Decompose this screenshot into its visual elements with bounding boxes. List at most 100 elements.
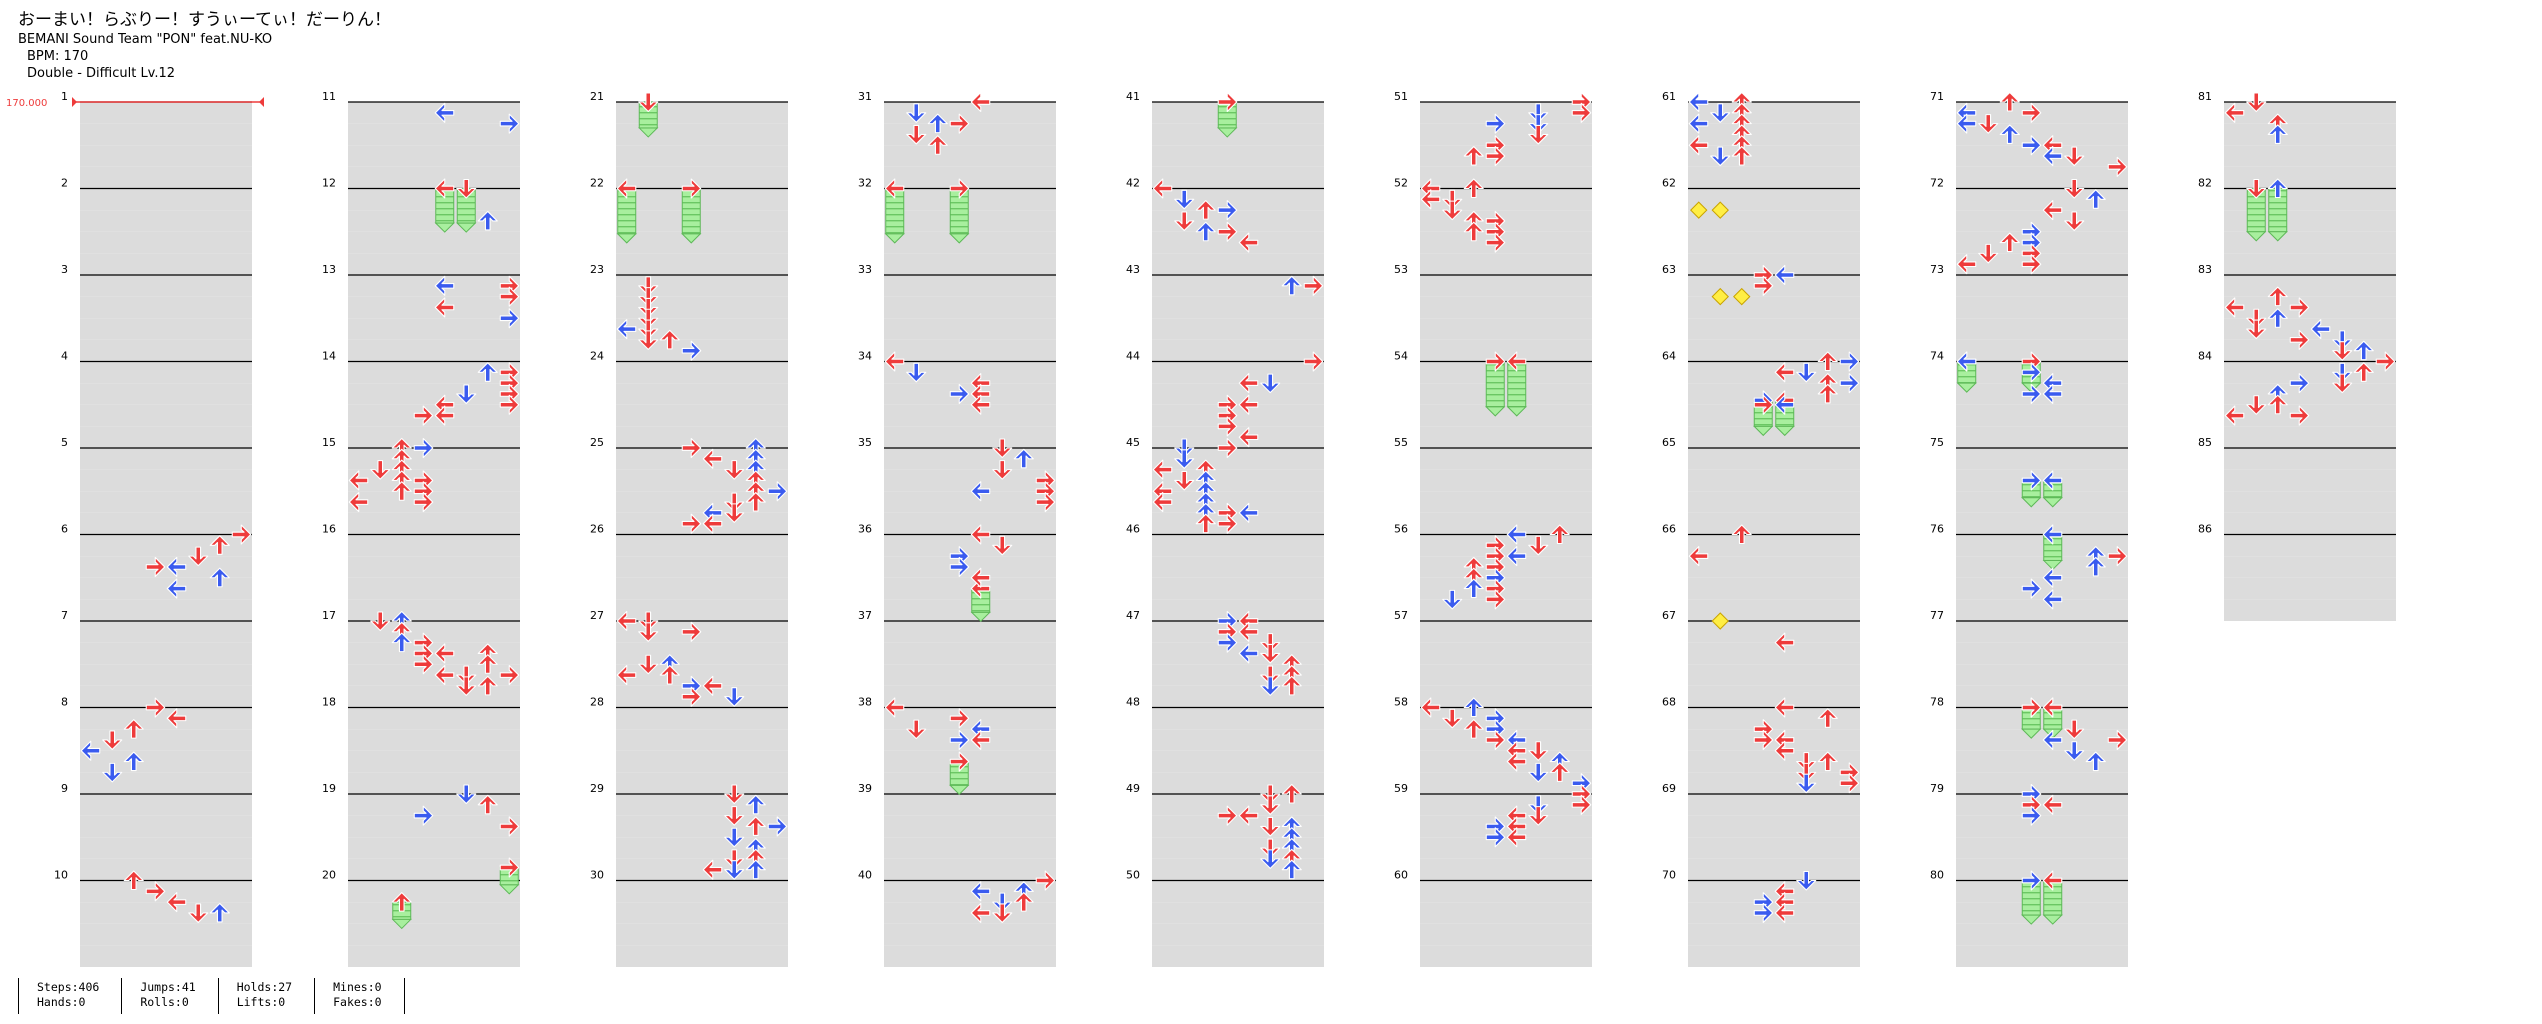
measure-number: 3 xyxy=(61,263,68,276)
red-arrow-note xyxy=(2042,135,2063,156)
beat-band xyxy=(1152,253,1324,275)
beat-band xyxy=(1956,188,2128,211)
beat-band xyxy=(1420,145,1592,167)
red-arrow-note xyxy=(681,178,702,199)
beat-band xyxy=(348,491,520,513)
measure-number: 72 xyxy=(1930,177,1944,190)
red-arrow-note xyxy=(1774,632,1795,653)
beat-band xyxy=(80,772,252,794)
red-arrow-note xyxy=(1978,114,1999,134)
red-arrow-note xyxy=(1238,610,1259,632)
beat-band xyxy=(1688,837,1860,859)
stat-steps: Steps:406 xyxy=(37,980,100,994)
beat-band xyxy=(1688,923,1860,946)
red-arrow-note xyxy=(724,849,745,869)
measure-number: 55 xyxy=(1394,436,1408,449)
red-arrow-note xyxy=(1753,275,1774,296)
beat-band xyxy=(1688,318,1860,340)
beat-band xyxy=(1956,318,2128,340)
blue-arrow-note xyxy=(1217,610,1238,632)
measure-number: 74 xyxy=(1930,350,1944,363)
red-arrow-note xyxy=(1817,708,1838,728)
red-arrow-note xyxy=(1528,741,1549,761)
blue-arrow-note xyxy=(992,892,1013,913)
red-arrow-note xyxy=(1463,178,1484,199)
beat-band xyxy=(80,858,252,881)
red-arrow-note xyxy=(2107,546,2128,567)
beat-band xyxy=(2224,512,2396,535)
blue-arrow-note xyxy=(616,319,637,340)
beat-band xyxy=(1420,275,1592,297)
red-arrow-note xyxy=(102,730,123,750)
beat-band xyxy=(348,534,520,557)
blue-arrow-note xyxy=(2085,751,2106,772)
beat-band xyxy=(1688,642,1860,665)
beat-band xyxy=(1688,772,1860,794)
blue-arrow-note xyxy=(970,719,991,740)
beat-band xyxy=(616,296,788,319)
beat-band xyxy=(616,577,788,600)
red-arrow-note xyxy=(1238,394,1259,415)
red-arrow-note xyxy=(1528,535,1549,556)
beat-band xyxy=(616,858,788,881)
beat-band xyxy=(616,469,788,492)
measure-number: 23 xyxy=(590,263,604,276)
red-arrow-note xyxy=(1260,633,1281,653)
red-arrow-note xyxy=(1217,91,1238,113)
beat-band xyxy=(884,902,1056,924)
beat-band xyxy=(1956,556,2128,578)
blue-arrow-note xyxy=(1238,502,1259,523)
red-arrow-note xyxy=(1796,762,1817,783)
beat-band xyxy=(1420,945,1592,967)
beat-band xyxy=(616,188,788,211)
red-arrow-note xyxy=(1978,243,1999,264)
blue-arrow-note xyxy=(2267,308,2288,328)
blue-arrow-note xyxy=(1217,632,1238,653)
hold-tail xyxy=(1774,425,1795,437)
blue-arrow-note xyxy=(123,751,144,772)
red-arrow-note xyxy=(1035,481,1056,502)
beat-band xyxy=(80,404,252,427)
beat-band xyxy=(1420,772,1592,794)
hold-tail xyxy=(949,784,970,796)
red-arrow-note xyxy=(456,178,477,199)
beat-band xyxy=(2224,145,2396,167)
beat-band xyxy=(348,642,520,665)
beat-band xyxy=(616,729,788,751)
beat-band xyxy=(1420,858,1592,881)
beat-band xyxy=(348,664,520,686)
red-arrow-note xyxy=(2021,243,2042,264)
beat-band xyxy=(80,664,252,686)
red-arrow-note xyxy=(970,578,991,599)
red-arrow-note xyxy=(477,654,498,674)
measure-number: 78 xyxy=(1930,696,1944,709)
beat-band xyxy=(616,275,788,297)
measure-number: 28 xyxy=(590,696,604,709)
stat-rolls: Rolls:0 xyxy=(140,995,189,1009)
beat-band xyxy=(2224,448,2396,470)
red-arrow-note xyxy=(1485,546,1506,567)
beat-band xyxy=(1420,166,1592,189)
beat-band xyxy=(2224,383,2396,405)
beat-band xyxy=(348,339,520,362)
red-arrow-note xyxy=(1260,784,1281,805)
beat-band xyxy=(1956,923,2128,946)
beat-band xyxy=(80,556,252,578)
beat-band xyxy=(1688,123,1860,146)
red-arrow-note xyxy=(724,806,745,826)
beat-band xyxy=(1688,296,1860,319)
red-arrow-note xyxy=(702,513,723,534)
blue-arrow-note xyxy=(80,740,101,761)
red-arrow-note xyxy=(2021,102,2042,123)
beat-band xyxy=(884,577,1056,600)
blue-arrow-note xyxy=(1999,124,2020,144)
blue-arrow-note xyxy=(2289,373,2310,394)
beat-band xyxy=(884,253,1056,275)
blue-arrow-note xyxy=(2310,319,2331,340)
beat-band xyxy=(1956,794,2128,816)
beat-band xyxy=(1688,404,1860,427)
beat-band xyxy=(2224,296,2396,319)
red-arrow-note xyxy=(1817,351,1838,372)
measure-number: 65 xyxy=(1662,436,1676,449)
beat-band xyxy=(1420,923,1592,946)
